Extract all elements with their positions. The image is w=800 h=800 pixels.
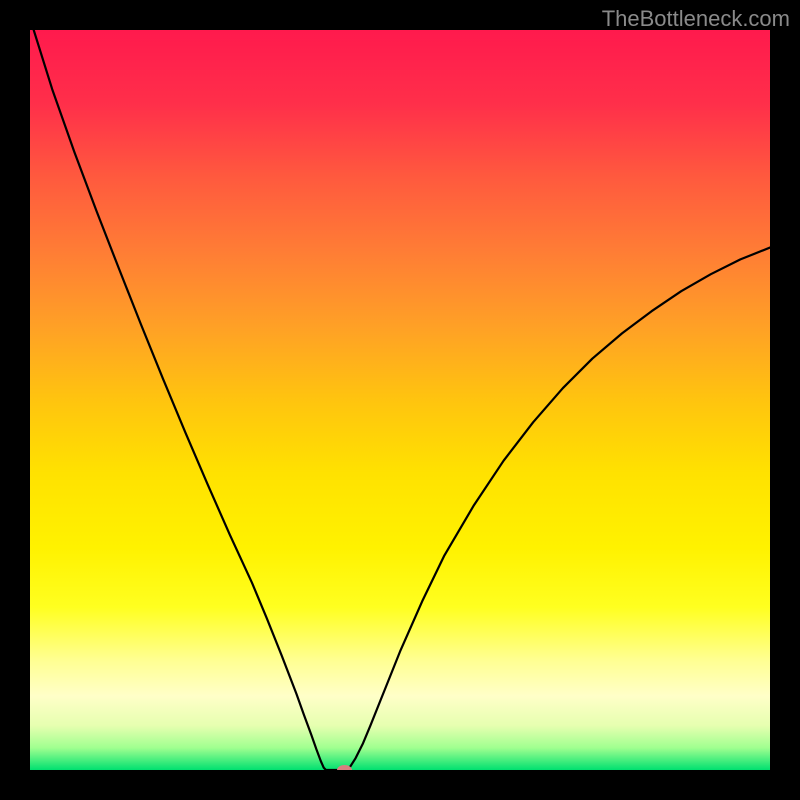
plot-area xyxy=(30,30,770,770)
bottleneck-chart xyxy=(30,30,770,770)
chart-frame: TheBottleneck.com xyxy=(0,0,800,800)
gradient-background xyxy=(30,30,770,770)
watermark-text: TheBottleneck.com xyxy=(602,6,790,32)
